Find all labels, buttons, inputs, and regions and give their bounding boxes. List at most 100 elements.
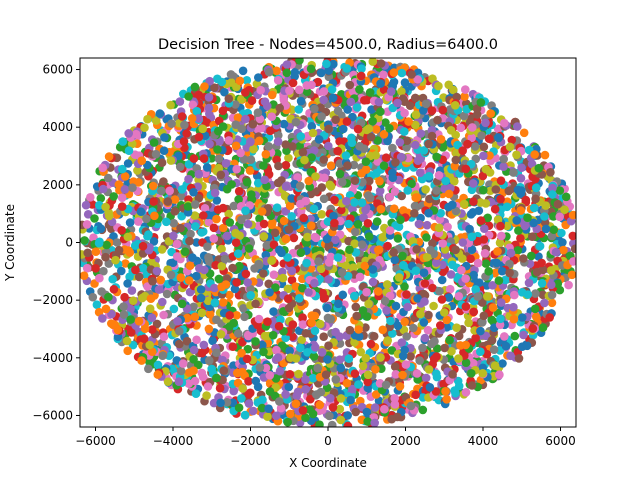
scatter-point (323, 355, 332, 364)
scatter-point (275, 397, 284, 406)
scatter-point (259, 269, 268, 278)
scatter-point (519, 254, 528, 263)
scatter-point (204, 103, 214, 113)
scatter-point (169, 304, 179, 314)
scatter-point (238, 66, 248, 76)
scatter-point (237, 215, 246, 225)
scatter-point (496, 176, 506, 185)
scatter-point (267, 90, 277, 100)
scatter-point (265, 288, 274, 297)
scatter-point (415, 168, 425, 178)
scatter-point (412, 245, 422, 254)
scatter-point (214, 274, 224, 284)
scatter-point (517, 163, 526, 172)
scatter-point (240, 410, 250, 420)
scatter-point (242, 177, 252, 187)
scatter-point (254, 259, 263, 269)
scatter-point (214, 163, 223, 173)
scatter-point (412, 369, 422, 378)
scatter-point (470, 142, 480, 151)
scatter-point (212, 214, 221, 224)
scatter-point (468, 179, 478, 188)
scatter-point (467, 369, 476, 378)
scatter-point (559, 245, 568, 255)
scatter-point (166, 156, 176, 165)
scatter-point (294, 105, 304, 114)
scatter-point (195, 264, 204, 273)
scatter-point (189, 302, 198, 312)
scatter-point (516, 234, 525, 243)
scatter-point (253, 108, 263, 117)
scatter-point (90, 214, 99, 223)
scatter-point (146, 294, 156, 304)
scatter-point (231, 100, 240, 109)
scatter-point (485, 168, 495, 177)
scatter-point (390, 255, 400, 265)
scatter-point (411, 120, 420, 130)
scatter-point (297, 335, 307, 345)
scatter-point (400, 282, 409, 291)
scatter-point (153, 360, 163, 370)
scatter-point (371, 390, 381, 399)
scatter-point (119, 302, 128, 311)
scatter-point (279, 119, 289, 129)
scatter-point (199, 154, 209, 163)
scatter-point (419, 106, 428, 115)
scatter-point (109, 285, 119, 294)
scatter-point (202, 118, 212, 127)
scatter-point (333, 253, 343, 262)
scatter-point (355, 141, 364, 151)
scatter-point (518, 313, 527, 322)
scatter-point (194, 90, 204, 100)
scatter-point (438, 239, 448, 248)
scatter-point (444, 293, 454, 302)
scatter-point (239, 304, 248, 313)
scatter-point (313, 77, 323, 87)
scatter-point (521, 195, 531, 205)
scatter-point (225, 218, 235, 227)
scatter-point (311, 343, 320, 352)
scatter-point (202, 391, 211, 400)
scatter-point (438, 143, 448, 152)
scatter-point (237, 394, 246, 403)
scatter-point (529, 203, 539, 213)
scatter-point (147, 325, 157, 334)
scatter-point (509, 314, 519, 324)
scatter-point (175, 162, 185, 172)
scatter-point (170, 207, 180, 216)
scatter-point (96, 224, 106, 233)
scatter-point (467, 245, 477, 254)
scatter-point (449, 85, 458, 95)
scatter-point (120, 292, 129, 302)
scatter-point (175, 97, 185, 106)
scatter-point (282, 68, 292, 78)
scatter-point (242, 76, 252, 85)
scatter-point (483, 213, 493, 223)
scatter-point (293, 173, 302, 182)
scatter-point (450, 101, 460, 110)
scatter-point (467, 133, 477, 143)
scatter-point (147, 313, 157, 323)
scatter-point (308, 128, 318, 138)
scatter-point (452, 92, 462, 102)
scatter-point (547, 298, 557, 308)
scatter-point (413, 294, 422, 303)
scatter-point (98, 184, 108, 194)
scatter-point (314, 257, 323, 266)
scatter-point (260, 331, 270, 341)
scatter-point (466, 254, 475, 264)
scatter-point (117, 266, 126, 276)
scatter-point (158, 297, 167, 307)
scatter-point (92, 300, 102, 310)
scatter-point (114, 245, 124, 255)
scatter-point (421, 99, 431, 109)
scatter-point (144, 230, 153, 239)
scatter-point (246, 291, 255, 300)
scatter-point (232, 278, 241, 287)
scatter-point (567, 270, 576, 280)
scatter-point (286, 409, 295, 419)
scatter-point (396, 152, 406, 162)
scatter-point (281, 140, 290, 149)
scatter-point (264, 404, 273, 414)
scatter-point (496, 314, 505, 324)
